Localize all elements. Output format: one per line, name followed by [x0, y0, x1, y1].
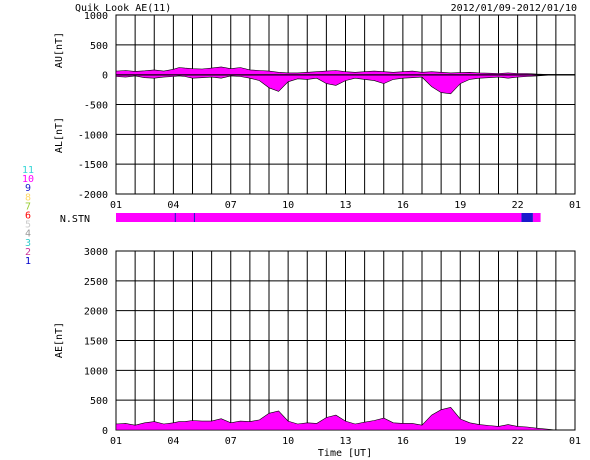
ae-y-tick-label: 1500 [84, 337, 108, 348]
au-al-x-tick-label: 07 [225, 200, 237, 211]
au-al-y-tick-label: -1000 [78, 130, 108, 141]
station-bar-segment [521, 213, 533, 222]
au-axis-label: AU[nT] [54, 32, 65, 68]
ae-y-tick-label: 2500 [84, 277, 108, 288]
station-legend-item: 4 [25, 229, 31, 240]
ae-x-tick-label: 01 [569, 436, 581, 447]
au-al-y-tick-label: -1500 [78, 160, 108, 171]
station-legend-item: 10 [22, 174, 34, 185]
au-al-x-tick-label: 01 [110, 200, 122, 211]
station-legend-item: 1 [25, 256, 31, 267]
ae-y-tick-label: 3000 [84, 247, 108, 258]
ae-x-tick-label: 13 [339, 436, 351, 447]
station-legend-item: 3 [25, 238, 31, 249]
au-al-x-tick-label: 22 [512, 200, 524, 211]
date-range: 2012/01/09-2012/01/10 [451, 3, 577, 14]
au-al-y-tick-label: 500 [90, 41, 108, 52]
ae-x-tick-label: 16 [397, 436, 409, 447]
au-al-x-tick-label: 16 [397, 200, 409, 211]
ae-x-tick-label: 01 [110, 436, 122, 447]
station-legend-item: 6 [25, 211, 31, 222]
ae-x-tick-label: 10 [282, 436, 294, 447]
ae-x-tick-label: 04 [167, 436, 179, 447]
station-legend-item: 8 [25, 192, 31, 203]
series-au-area [115, 66, 575, 75]
al-axis-label: AL[nT] [54, 117, 65, 153]
station-bar-segment [116, 213, 522, 222]
au-al-y-tick-label: 0 [102, 71, 108, 82]
au-al-x-tick-label: 10 [282, 200, 294, 211]
au-al-x-tick-label: 19 [454, 200, 466, 211]
station-bar-label: N.STN [60, 214, 90, 225]
au-al-y-tick-label: -2000 [78, 190, 108, 201]
series-al-area [115, 74, 575, 95]
ae-y-tick-label: 0 [102, 426, 108, 437]
ae-x-tick-label: 19 [454, 436, 466, 447]
ae-y-tick-label: 1000 [84, 366, 108, 377]
series-ae-area [115, 406, 575, 431]
station-bar-segment [532, 213, 541, 222]
chart-title: Quik Look AE(11) [75, 3, 171, 14]
au-al-x-tick-label: 01 [569, 200, 581, 211]
station-legend-item: 9 [25, 183, 31, 194]
ae-x-tick-label: 22 [512, 436, 524, 447]
au-al-y-tick-label: -500 [84, 101, 108, 112]
ae-y-tick-label: 500 [90, 396, 108, 407]
au-al-y-tick-label: 1000 [84, 11, 108, 22]
ae-y-tick-label: 2000 [84, 307, 108, 318]
station-count-bar [116, 213, 541, 222]
ae-axis-label: AE[nT] [54, 322, 65, 358]
station-legend-item: 11 [22, 165, 34, 176]
x-axis-title: Time [UT] [318, 448, 372, 459]
station-legend-item: 2 [25, 247, 31, 258]
station-legend-item: 7 [25, 201, 31, 212]
au-al-x-tick-label: 04 [167, 200, 179, 211]
au-al-x-tick-label: 13 [339, 200, 351, 211]
ae-x-tick-label: 07 [225, 436, 237, 447]
station-legend-item: 5 [25, 220, 31, 231]
